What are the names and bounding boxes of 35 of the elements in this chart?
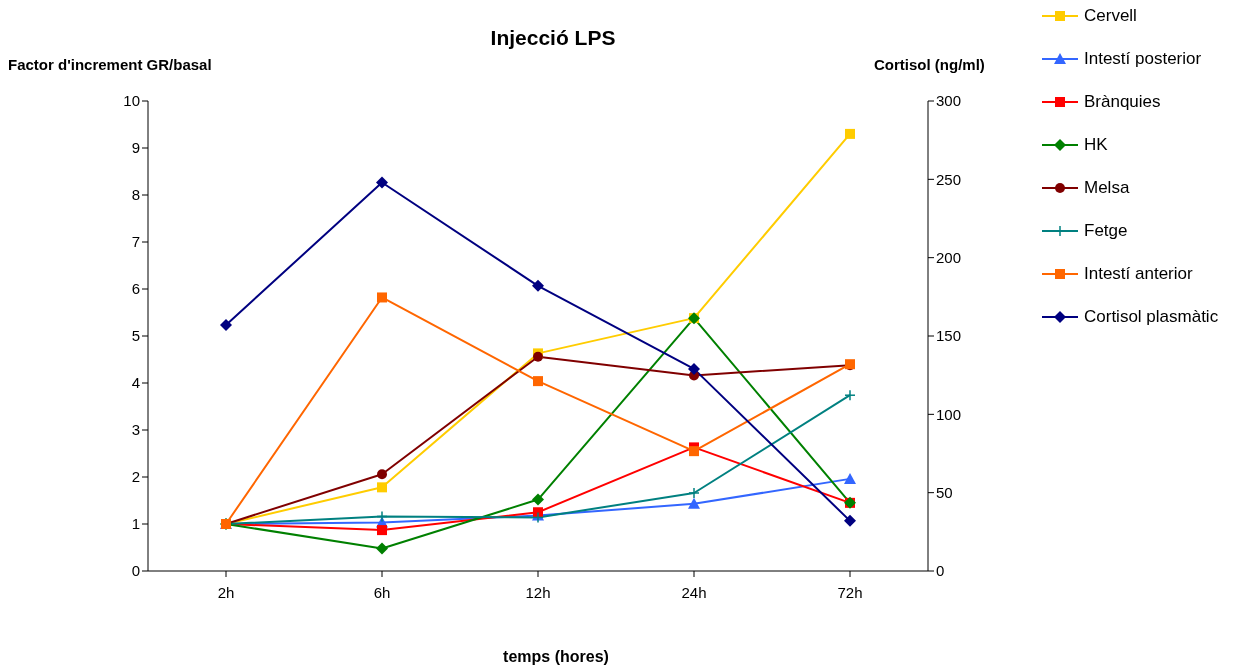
- legend-label: Cervell: [1084, 5, 1137, 26]
- y2-tick-label: 0: [936, 562, 945, 580]
- y-tick-label: 2: [131, 468, 140, 486]
- x-tick-label: 6h: [373, 583, 391, 601]
- legend-label: Melsa: [1084, 177, 1130, 198]
- legend-label: Cortisol plasmàtic: [1084, 306, 1219, 327]
- y-tick-label: 6: [131, 280, 140, 298]
- y2-tick-label: 200: [936, 248, 962, 266]
- legend-label: Fetge: [1084, 220, 1128, 241]
- y-tick-label: 1: [131, 515, 140, 533]
- x-tick-label: 24h: [681, 583, 707, 601]
- x-axis-title: temps (hores): [502, 648, 610, 666]
- y2-tick-label: 250: [936, 170, 962, 188]
- y-tick-label: 8: [131, 186, 140, 204]
- x-tick-label: 2h: [217, 583, 235, 601]
- y-axis-title: Factor d'increment GR/basal: [8, 56, 212, 73]
- y-tick-label: 7: [131, 233, 140, 251]
- y2-tick-label: 100: [936, 405, 962, 423]
- legend-label: Brànquies: [1084, 91, 1161, 112]
- y-tick-label: 3: [131, 421, 140, 439]
- y2-axis-title: Cortisol (ng/ml): [874, 56, 985, 73]
- legend-label: HK: [1084, 134, 1108, 155]
- chart-title: Injecció LPS: [489, 26, 617, 50]
- y-tick-label: 9: [131, 139, 140, 157]
- y-tick-label: 0: [131, 562, 140, 580]
- y2-tick-label: 50: [936, 483, 953, 501]
- x-tick-label: 12h: [525, 583, 551, 601]
- y-tick-label: 4: [131, 374, 140, 392]
- y2-tick-label: 300: [936, 92, 962, 110]
- y2-tick-label: 150: [936, 327, 962, 345]
- legend-label: Intestí anterior: [1084, 263, 1193, 284]
- y-tick-label: 5: [131, 327, 140, 345]
- x-tick-label: 72h: [837, 583, 863, 601]
- legend-label: Intestí posterior: [1084, 48, 1202, 69]
- y-tick-label: 10: [123, 92, 140, 110]
